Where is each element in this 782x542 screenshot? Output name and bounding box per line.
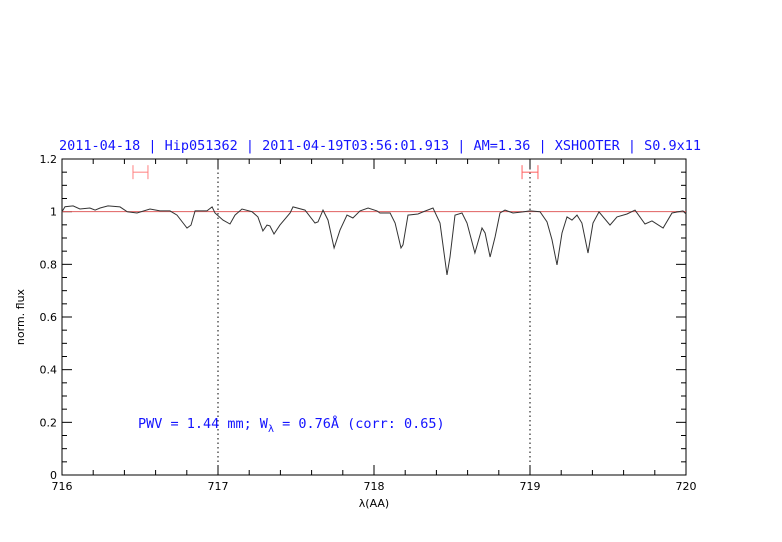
- pwv-text: PWV = 1.44 mm;: [138, 416, 252, 432]
- y-tick-label: 0.2: [40, 416, 58, 429]
- spectrum-line: [61, 205, 687, 275]
- w-subscript: λ: [268, 424, 274, 435]
- x-axis-label: λ(AA): [359, 497, 389, 510]
- w-symbol: W: [260, 416, 269, 432]
- y-tick-label: 1: [50, 206, 57, 219]
- chart-title: 2011-04-18 | Hip051362 | 2011-04-19T03:5…: [59, 138, 701, 154]
- x-tick-label: 717: [208, 480, 229, 493]
- y-tick-label: 0.4: [40, 364, 58, 377]
- y-tick-label: 0.8: [40, 258, 58, 271]
- x-tick-label: 718: [364, 480, 385, 493]
- x-tick-label: 720: [676, 480, 697, 493]
- pwv-annotation: PWV = 1.44 mm; Wλ = 0.76Å (corr: 0.65): [138, 415, 445, 435]
- y-tick-label: 0: [50, 469, 57, 482]
- y-tick-label: 1.2: [40, 153, 58, 166]
- y-axis-label: norm. flux: [14, 288, 27, 345]
- w-value: = 0.76Å (corr: 0.65): [274, 415, 445, 432]
- y-tick-label: 0.6: [40, 311, 58, 324]
- x-tick-label: 719: [520, 480, 541, 493]
- x-tick-label: 716: [52, 480, 73, 493]
- plot-area: 716 717 718 719 720 0 0.2 0.4 0.6 0.8 1 1.2: [40, 153, 697, 493]
